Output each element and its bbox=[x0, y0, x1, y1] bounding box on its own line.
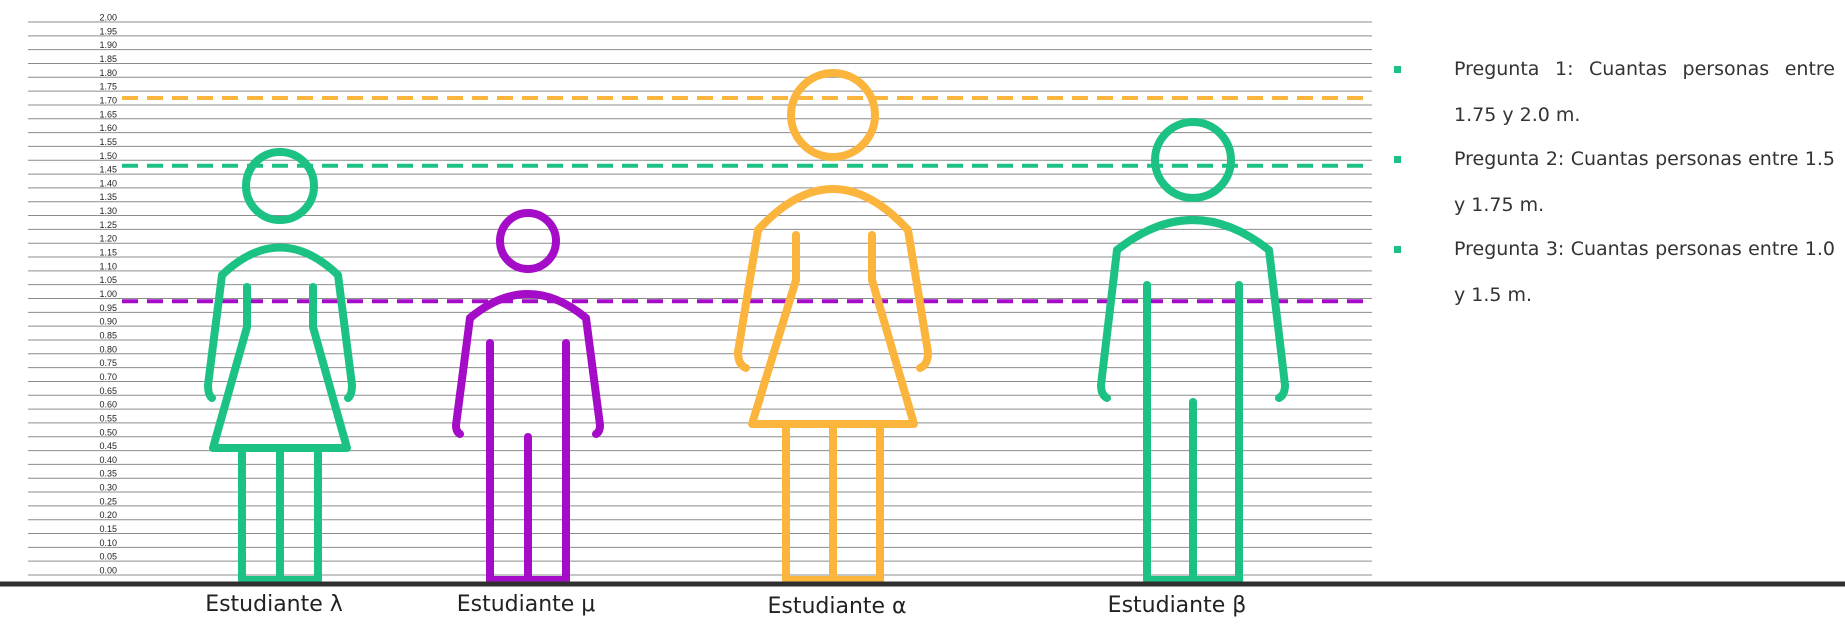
tick-label: 0.40 bbox=[99, 455, 117, 465]
student-mu-label: Estudiante μ bbox=[457, 592, 596, 617]
tick-label: 1.20 bbox=[99, 234, 117, 244]
tick-label: 1.10 bbox=[99, 261, 117, 271]
tick-label: 0.30 bbox=[99, 483, 117, 493]
tick-label: 0.00 bbox=[99, 566, 117, 576]
tick-label: 1.40 bbox=[99, 178, 117, 188]
bullet-square-icon bbox=[1394, 246, 1401, 253]
student-mu-man-icon bbox=[452, 209, 604, 584]
bullet-square-icon bbox=[1394, 156, 1401, 163]
tick-label: 1.05 bbox=[99, 275, 117, 285]
tick-label: 1.80 bbox=[99, 68, 117, 78]
tick-label: 1.15 bbox=[99, 248, 117, 258]
student-beta-label: Estudiante β bbox=[1108, 593, 1247, 618]
tick-label: 0.90 bbox=[99, 317, 117, 327]
student-lambda-label: Estudiante λ bbox=[205, 592, 343, 617]
tick-label: 1.70 bbox=[99, 95, 117, 105]
tick-label: 1.30 bbox=[99, 206, 117, 216]
question-text: Pregunta 1: Cuantas personas entre 1.75 … bbox=[1454, 58, 1835, 126]
tick-label: 0.45 bbox=[99, 441, 117, 451]
tick-label: 0.70 bbox=[99, 372, 117, 382]
tick-label: 0.60 bbox=[99, 400, 117, 410]
height-scale-labels: 0.00 0.05 0.10 0.15 0.20 0.25 0.30 0.35 0.40 0.45… bbox=[99, 13, 117, 576]
tick-label: 1.95 bbox=[99, 26, 117, 36]
tick-label: 0.85 bbox=[99, 330, 117, 340]
tick-label: 1.00 bbox=[99, 289, 117, 299]
height-scale-grid bbox=[28, 21, 1372, 576]
tick-label: 1.65 bbox=[99, 109, 117, 119]
tick-label: 1.75 bbox=[99, 82, 117, 92]
tick-label: 0.25 bbox=[99, 496, 117, 506]
bullet-square-icon bbox=[1394, 66, 1401, 73]
tick-label: 0.95 bbox=[99, 303, 117, 313]
tick-label: 0.05 bbox=[99, 552, 117, 562]
tick-label: 1.25 bbox=[99, 220, 117, 230]
tick-label: 1.50 bbox=[99, 151, 117, 161]
student-alpha-woman-icon bbox=[734, 69, 932, 584]
tick-label: 0.20 bbox=[99, 510, 117, 520]
question-text: Pregunta 3: Cuantas personas entre 1.0 y… bbox=[1454, 238, 1835, 306]
tick-label: 1.85 bbox=[99, 54, 117, 64]
question-text: Pregunta 2: Cuantas personas entre 1.5 y… bbox=[1454, 148, 1835, 216]
tick-label: 0.15 bbox=[99, 524, 117, 534]
tick-label: 1.35 bbox=[99, 192, 117, 202]
student-beta-man-icon bbox=[1097, 118, 1289, 584]
tick-label: 0.10 bbox=[99, 538, 117, 548]
question-item: Pregunta 3: Cuantas personas entre 1.0 y… bbox=[1390, 226, 1835, 318]
tick-label: 0.75 bbox=[99, 358, 117, 368]
tick-label: 0.50 bbox=[99, 427, 117, 437]
tick-label: 0.80 bbox=[99, 344, 117, 354]
tick-label: 1.55 bbox=[99, 137, 117, 147]
tick-label: 0.55 bbox=[99, 413, 117, 423]
tick-label: 2.00 bbox=[99, 13, 117, 23]
student-lambda-woman-icon bbox=[204, 148, 356, 584]
question-item: Pregunta 2: Cuantas personas entre 1.5 y… bbox=[1390, 136, 1835, 228]
question-item: Pregunta 1: Cuantas personas entre 1.75 … bbox=[1390, 46, 1835, 138]
tick-label: 0.35 bbox=[99, 469, 117, 479]
student-alpha-label: Estudiante α bbox=[767, 594, 906, 619]
questions-list: Pregunta 1: Cuantas personas entre 1.75 … bbox=[1390, 46, 1835, 316]
tick-label: 1.45 bbox=[99, 165, 117, 175]
tick-label: 1.60 bbox=[99, 123, 117, 133]
tick-label: 0.65 bbox=[99, 386, 117, 396]
tick-label: 1.90 bbox=[99, 40, 117, 50]
